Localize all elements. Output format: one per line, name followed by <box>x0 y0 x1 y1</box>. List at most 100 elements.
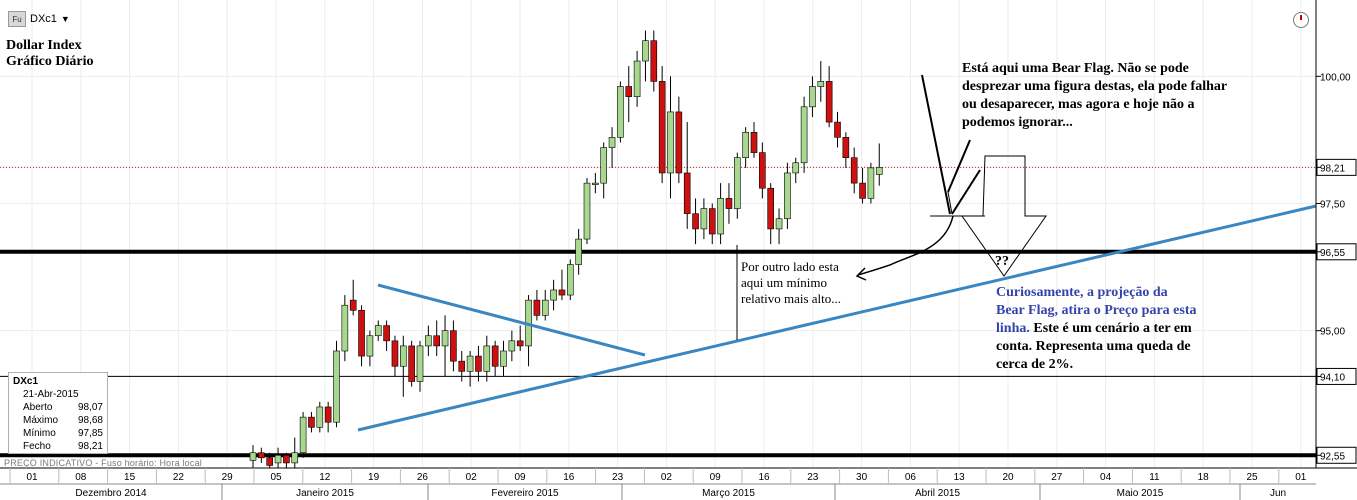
info-value: 98,21 <box>77 441 103 452</box>
candle <box>683 122 691 229</box>
flag-lower-line <box>951 169 981 215</box>
bear-flag-line-1: Está aqui uma Bear Flag. Não se pode <box>962 61 1189 76</box>
candle <box>441 315 449 377</box>
day-tick-label: 09 <box>514 472 526 483</box>
candle <box>842 132 850 168</box>
candle-body-up <box>600 147 608 184</box>
candle <box>308 412 315 433</box>
day-tick-label: 01 <box>26 472 38 483</box>
candle <box>383 320 390 351</box>
candle <box>450 320 457 372</box>
candle-body-down <box>283 454 290 464</box>
candle-body-down <box>433 335 441 347</box>
candle-body-up <box>466 355 474 372</box>
candle-body-down <box>533 299 541 316</box>
candle-body-up <box>608 137 616 148</box>
price-tick-label: 95,00 <box>1320 327 1345 338</box>
candle <box>433 320 441 357</box>
drawings <box>357 74 1317 432</box>
projection-line-3b: Este é um cenário a ter em <box>1033 321 1192 336</box>
day-tick-label: 15 <box>124 472 136 483</box>
candle <box>508 330 516 362</box>
candle-body-down <box>708 208 716 235</box>
info-label: Aberto <box>23 402 53 413</box>
candle <box>700 198 708 240</box>
candle-body-up <box>550 289 557 301</box>
candle <box>784 162 791 229</box>
candle-body-up <box>792 162 800 174</box>
candle-body-up <box>374 325 382 337</box>
projection-line-1: Curiosamente, a projeção da <box>996 285 1168 300</box>
candle-body-up <box>733 157 741 209</box>
candle <box>834 111 841 148</box>
candle-body-down <box>450 330 457 362</box>
candle <box>558 269 566 301</box>
day-tick-label: 08 <box>75 472 87 483</box>
info-symbol: DXc1 <box>13 376 39 387</box>
candle <box>817 61 825 102</box>
candle-body-up <box>742 131 749 158</box>
candle <box>733 152 741 219</box>
horizontal-levels <box>0 166 1316 458</box>
long-support-trendline <box>599 204 1317 375</box>
projection-line-4: conta. Representa uma queda de <box>996 339 1191 354</box>
minimum-line-1: Por outro lado esta <box>741 259 839 274</box>
info-label: Fecho <box>23 441 51 452</box>
candle-body-down <box>358 310 365 357</box>
bear-flag-line-2: desprezar uma figura destas, ela pode fa… <box>962 79 1228 94</box>
chevron-down-icon[interactable]: ▼ <box>60 14 70 24</box>
candle <box>566 259 574 301</box>
candle <box>266 452 274 468</box>
candle-body-down <box>750 131 758 153</box>
info-label: Mínimo <box>23 428 56 439</box>
month-tick-label: Janeiro 2015 <box>296 488 354 499</box>
instrument-selector[interactable]: DXc1 <box>30 13 57 25</box>
candles <box>249 30 883 468</box>
candle-body-down <box>491 345 499 367</box>
candle <box>692 198 699 245</box>
candle-body-up <box>800 106 808 164</box>
candle <box>416 340 424 392</box>
candle <box>291 437 299 468</box>
info-value: 97,85 <box>77 428 103 439</box>
candle <box>500 340 507 377</box>
candle <box>792 157 800 184</box>
candle <box>258 447 265 463</box>
candle <box>525 295 532 367</box>
price-axis-panel <box>1316 0 1357 470</box>
day-tick-label: 20 <box>1002 472 1014 483</box>
day-tick-label: 18 <box>1198 472 1210 483</box>
candle-body-down <box>725 198 733 209</box>
question-marks: ?? <box>995 254 1009 269</box>
candle <box>399 335 407 397</box>
flag-upper-line <box>947 139 971 193</box>
candle-body-up <box>299 416 307 454</box>
candle-body-up <box>700 208 708 230</box>
candle-body-down <box>650 40 658 82</box>
month-tick-label: Março 2015 <box>702 488 755 499</box>
info-row-open: Aberto 98,07 <box>13 401 103 414</box>
candle-body-down <box>408 345 415 382</box>
price-tick-label: 98,21 <box>1320 163 1345 174</box>
chart-title-line1: Dollar Index <box>6 38 82 53</box>
candle-body-down <box>458 360 466 372</box>
candle-body-down <box>842 137 850 158</box>
candle <box>633 50 641 107</box>
info-label: Máximo <box>23 415 59 426</box>
candle-body-up <box>633 60 641 97</box>
candle <box>341 295 349 362</box>
candle <box>767 183 775 245</box>
projection-line-2: Bear Flag, atira o Preço para esta <box>996 303 1197 318</box>
clock-icon[interactable] <box>1293 12 1309 28</box>
candle <box>408 340 415 387</box>
minimum-line-2: aqui um mínimo <box>741 275 827 290</box>
day-tick-label: 01 <box>1295 472 1307 483</box>
candle-body-down <box>859 182 866 199</box>
candle-body-up <box>274 454 282 464</box>
info-row-close: Fecho 98,21 <box>13 440 103 453</box>
candle-body-up <box>875 167 883 175</box>
candle <box>358 305 365 367</box>
day-tick-label: 23 <box>807 472 819 483</box>
candle-body-up <box>566 264 574 296</box>
